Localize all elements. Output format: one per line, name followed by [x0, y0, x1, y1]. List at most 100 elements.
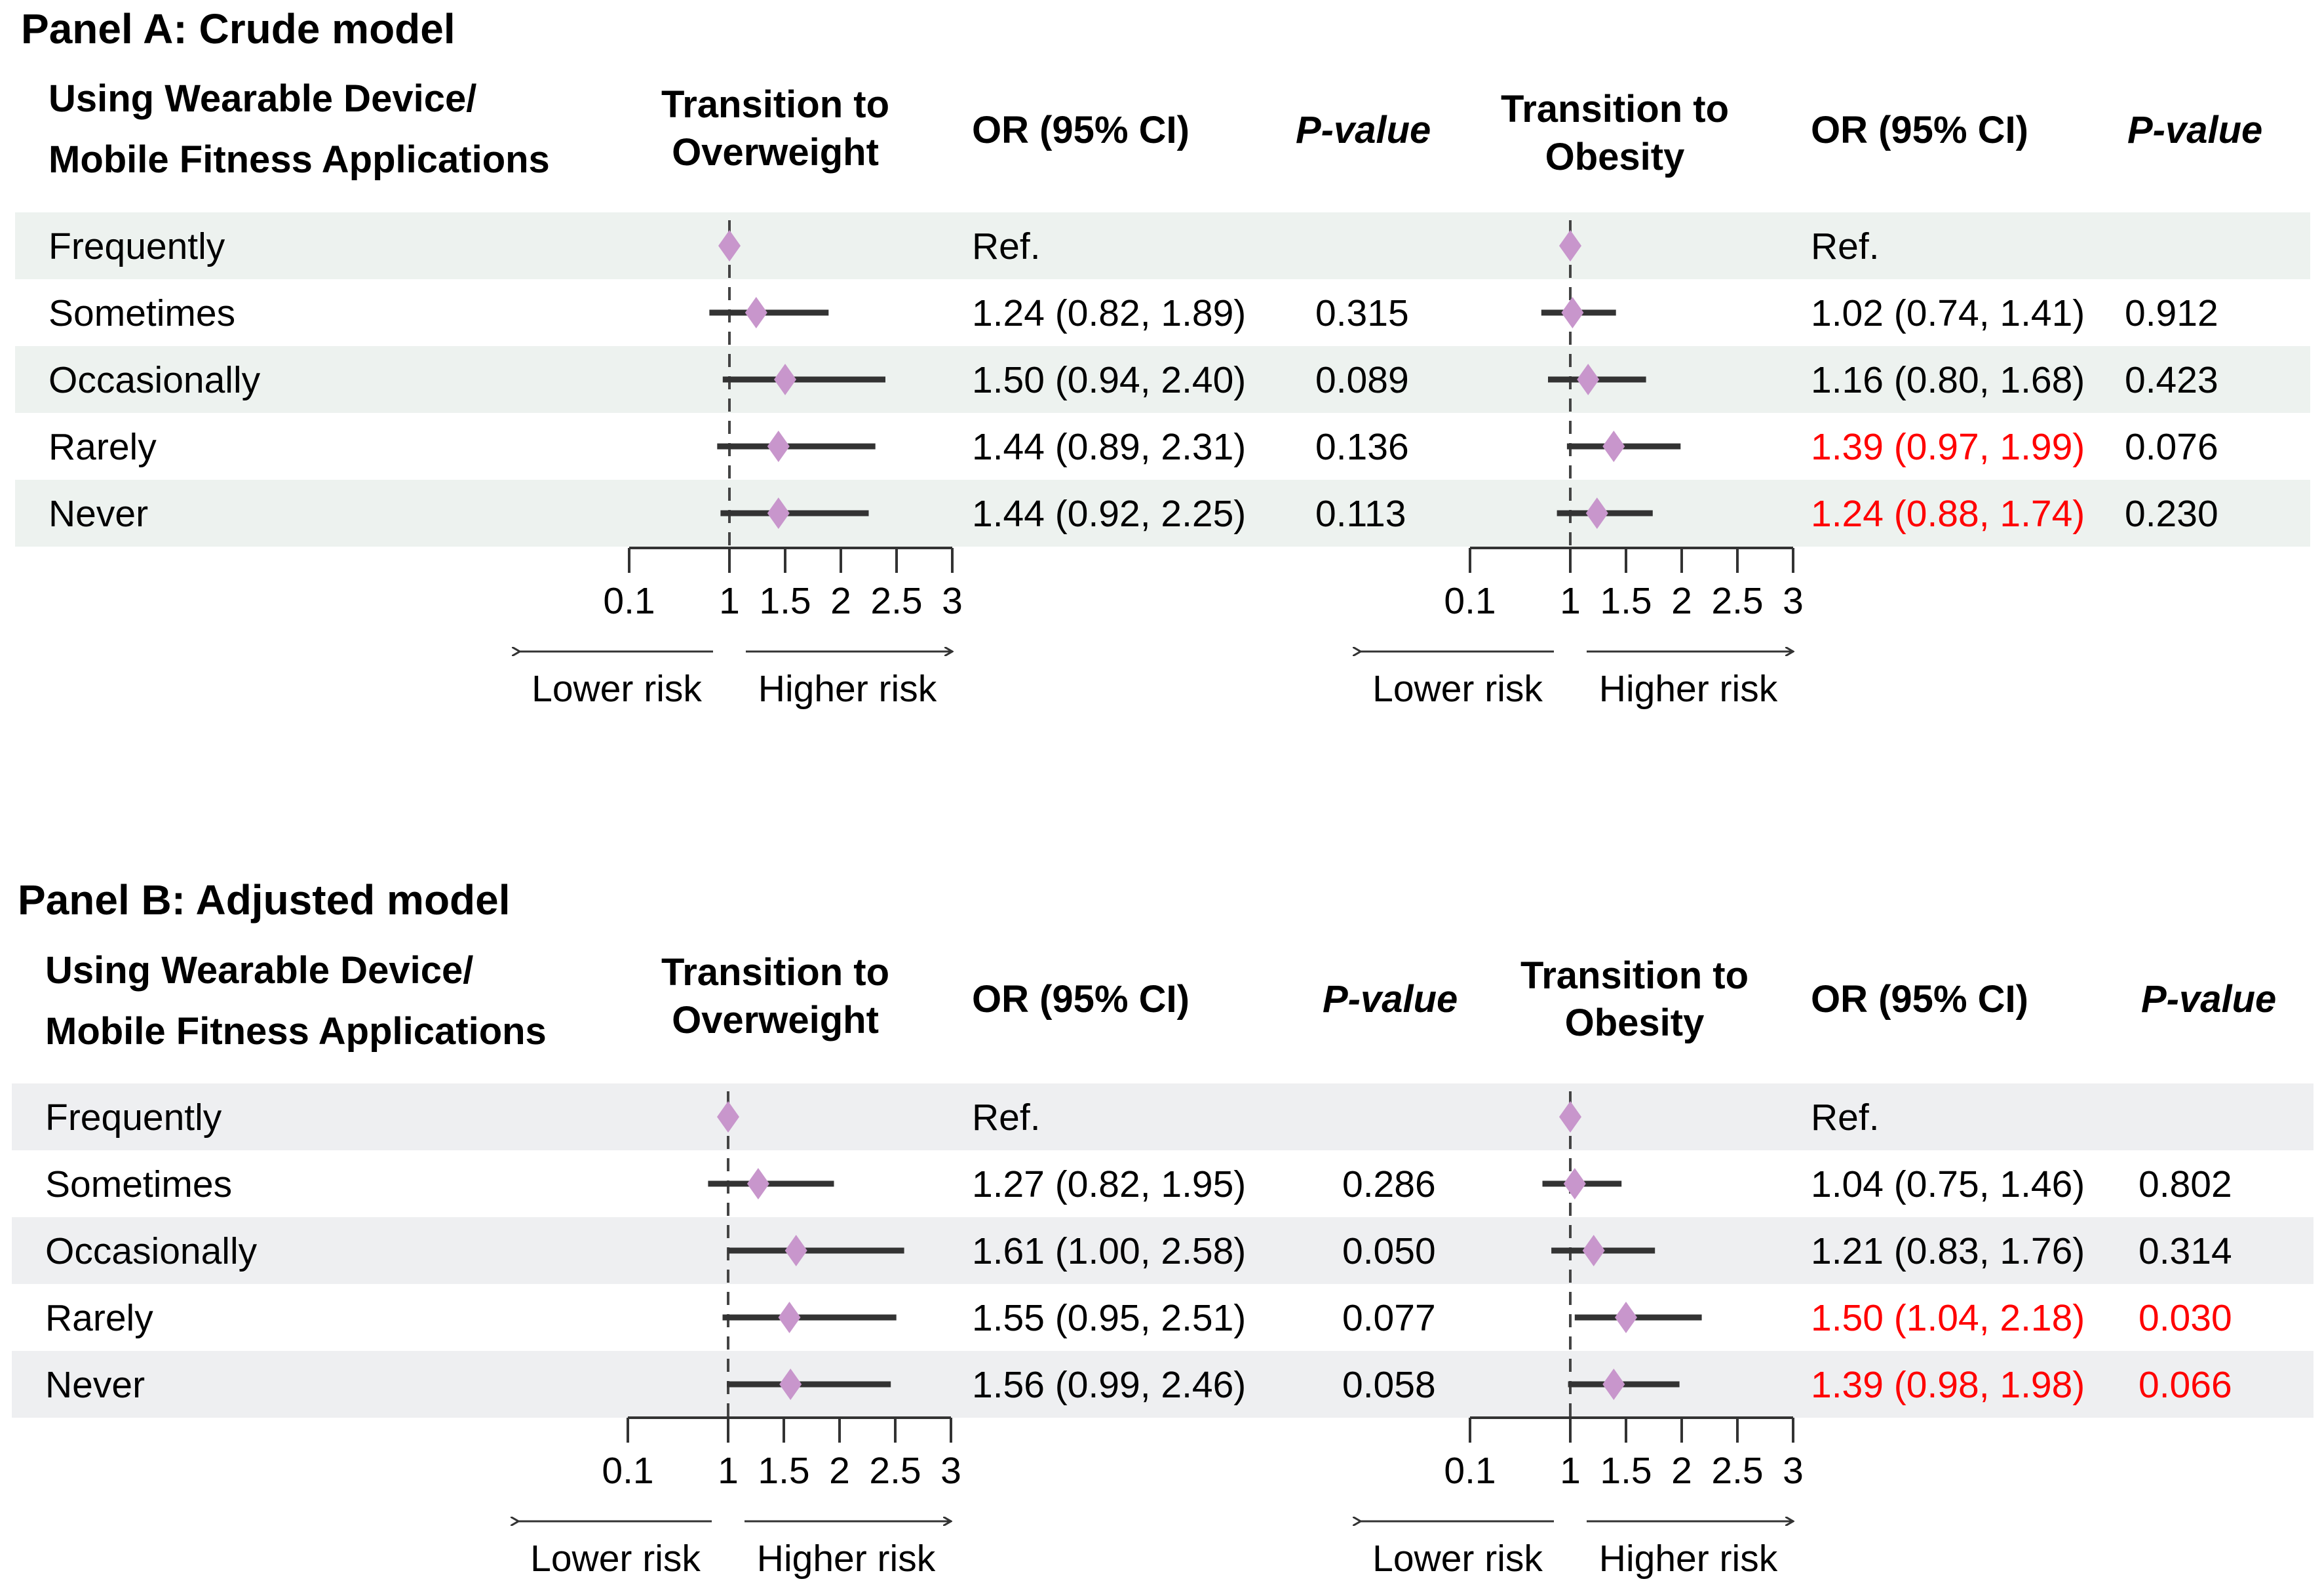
overweight-or-ci: 1.44 (0.92, 2.25) [972, 493, 1246, 535]
overweight-or-diamond [784, 1235, 807, 1266]
category-header: Using Wearable Device/ [45, 949, 473, 992]
row-frequently: Frequently Ref. Ref. [48, 225, 1880, 267]
category-label: Frequently [45, 1097, 222, 1139]
tick-label: 1 [718, 1450, 739, 1492]
obesity-header: Obesity [1545, 136, 1685, 178]
category-label: Frequently [48, 225, 225, 267]
category-label: Rarely [45, 1297, 153, 1339]
overweight-or-diamond [718, 230, 741, 262]
overweight-p-value: 0.050 [1342, 1230, 1436, 1272]
or-header-overweight: OR (95% CI) [972, 978, 1190, 1021]
obesity-header: Transition to [1520, 954, 1749, 997]
category-header: Mobile Fitness Applications [48, 138, 550, 181]
overweight-or-diamond [717, 1101, 739, 1133]
tick-label: 2.5 [870, 580, 922, 622]
row-band [12, 1217, 2313, 1284]
row-band [15, 212, 2310, 279]
tick-label: 3 [1783, 1450, 1804, 1492]
overweight-or-ci: 1.55 (0.95, 2.51) [972, 1297, 1246, 1339]
tick-label: 1.5 [758, 1450, 809, 1492]
obesity-or-diamond [1577, 364, 1600, 395]
obesity-or-ci: 1.39 (0.98, 1.98) [1811, 1364, 2085, 1406]
panel-b: Panel B: Adjusted model Using Wearable De… [12, 876, 2313, 1580]
obesity-p-value: 0.423 [2125, 359, 2218, 401]
obesity-header: Obesity [1565, 1002, 1705, 1044]
overweight-or-diamond [774, 364, 796, 395]
obesity-p-value: 0.030 [2138, 1297, 2232, 1339]
row-occasionally: Occasionally 1.50 (0.94, 2.40) 0.089 1.16 (… [48, 359, 2218, 401]
row-sometimes: Sometimes 1.24 (0.82, 1.89) 0.315 1.02 (0.7… [48, 292, 2218, 334]
obesity-or-diamond [1561, 297, 1584, 328]
tick-label: 0.1 [1444, 580, 1496, 622]
overweight-or-diamond [746, 1168, 769, 1199]
overweight-header: Transition to [661, 951, 889, 994]
tick-label: 1.5 [1600, 1450, 1652, 1492]
obesity-p-value: 0.066 [2138, 1364, 2232, 1406]
higher-risk-label: Higher risk [757, 1538, 936, 1580]
lower-risk-label: Lower risk [532, 668, 702, 710]
row-occasionally: Occasionally 1.61 (1.00, 2.58) 0.050 1.21 (… [45, 1230, 2232, 1272]
tick-label: 2 [1671, 1450, 1692, 1492]
obesity-or-diamond [1615, 1302, 1637, 1333]
obesity-or-ci: 1.24 (0.88, 1.74) [1811, 493, 2085, 535]
overweight-axis: 0.1 1 1.5 2 2.5 3 Lower risk Higher risk [518, 1416, 961, 1580]
obesity-p-value: 0.230 [2125, 493, 2218, 535]
overweight-p-value: 0.058 [1342, 1364, 1436, 1406]
row-band [12, 1083, 2313, 1150]
tick-label: 1.5 [759, 580, 811, 622]
overweight-or-ci: 1.61 (1.00, 2.58) [972, 1230, 1246, 1272]
tick-label: 1 [719, 580, 740, 622]
overweight-or-ci: 1.27 (0.82, 1.95) [972, 1163, 1246, 1205]
overweight-p-value: 0.089 [1315, 359, 1409, 401]
tick-label: 1 [1560, 1450, 1581, 1492]
obesity-or-ci: Ref. [1811, 225, 1880, 267]
obesity-header: Transition to [1501, 88, 1729, 130]
row-sometimes: Sometimes 1.27 (0.82, 1.95) 0.286 1.04 (0.7… [45, 1163, 2232, 1205]
obesity-or-diamond [1602, 1369, 1625, 1400]
overweight-or-ci: 1.24 (0.82, 1.89) [972, 292, 1246, 334]
overweight-p-value: 0.286 [1342, 1163, 1436, 1205]
tick-label: 0.1 [1444, 1450, 1496, 1492]
category-header: Mobile Fitness Applications [45, 1010, 547, 1053]
row-rarely: Rarely 1.44 (0.89, 2.31) 0.136 1.39 (0.97, … [48, 426, 2218, 468]
obesity-or-ci: 1.16 (0.80, 1.68) [1811, 359, 2085, 401]
row-band [15, 480, 2310, 547]
row-rarely: Rarely 1.55 (0.95, 2.51) 0.077 1.50 (1.04, … [45, 1297, 2232, 1339]
tick-label: 2 [829, 1450, 850, 1492]
obesity-or-diamond [1559, 1101, 1581, 1133]
row-never: Never 1.44 (0.92, 2.25) 0.113 1.24 (0.88, 1… [48, 493, 2218, 535]
obesity-axis: 0.1 1 1.5 2 2.5 3 Lower risk Higher risk [1361, 1416, 1804, 1580]
obesity-or-diamond [1585, 497, 1608, 529]
overweight-header: Overweight [672, 999, 879, 1041]
category-label: Occasionally [45, 1230, 258, 1272]
overweight-or-ci: 1.44 (0.89, 2.31) [972, 426, 1246, 468]
overweight-or-diamond [745, 297, 767, 328]
obesity-or-ci: 1.04 (0.75, 1.46) [1811, 1163, 2085, 1205]
or-header-overweight: OR (95% CI) [972, 109, 1190, 151]
category-label: Never [48, 493, 148, 535]
obesity-or-diamond [1602, 431, 1625, 462]
category-label: Occasionally [48, 359, 261, 401]
higher-risk-label: Higher risk [1599, 1538, 1778, 1580]
lower-risk-label: Lower risk [1372, 1538, 1543, 1580]
obesity-or-ci: 1.21 (0.83, 1.76) [1811, 1230, 2085, 1272]
or-header-obesity: OR (95% CI) [1811, 109, 2028, 151]
tick-label: 3 [1783, 580, 1804, 622]
overweight-axis: 0.1 1 1.5 2 2.5 3 Lower risk Higher risk [520, 547, 963, 710]
tick-label: 3 [942, 580, 963, 622]
overweight-or-ci: 1.56 (0.99, 2.46) [972, 1364, 1246, 1406]
tick-label: 2.5 [1711, 580, 1763, 622]
lower-risk-label: Lower risk [1372, 668, 1543, 710]
category-label: Never [45, 1364, 145, 1406]
row-band [12, 1351, 2313, 1418]
row-never: Never 1.56 (0.99, 2.46) 0.058 1.39 (0.98, 1… [45, 1364, 2232, 1406]
tick-label: 2 [1671, 580, 1692, 622]
category-label: Rarely [48, 426, 157, 468]
category-label: Sometimes [48, 292, 235, 334]
obesity-or-ci: 1.39 (0.97, 1.99) [1811, 426, 2085, 468]
obesity-p-value: 0.076 [2125, 426, 2218, 468]
p-header-obesity: P-value [2127, 109, 2262, 151]
obesity-or-ci: Ref. [1811, 1097, 1880, 1139]
overweight-or-diamond [778, 1302, 801, 1333]
higher-risk-label: Higher risk [1599, 668, 1778, 710]
